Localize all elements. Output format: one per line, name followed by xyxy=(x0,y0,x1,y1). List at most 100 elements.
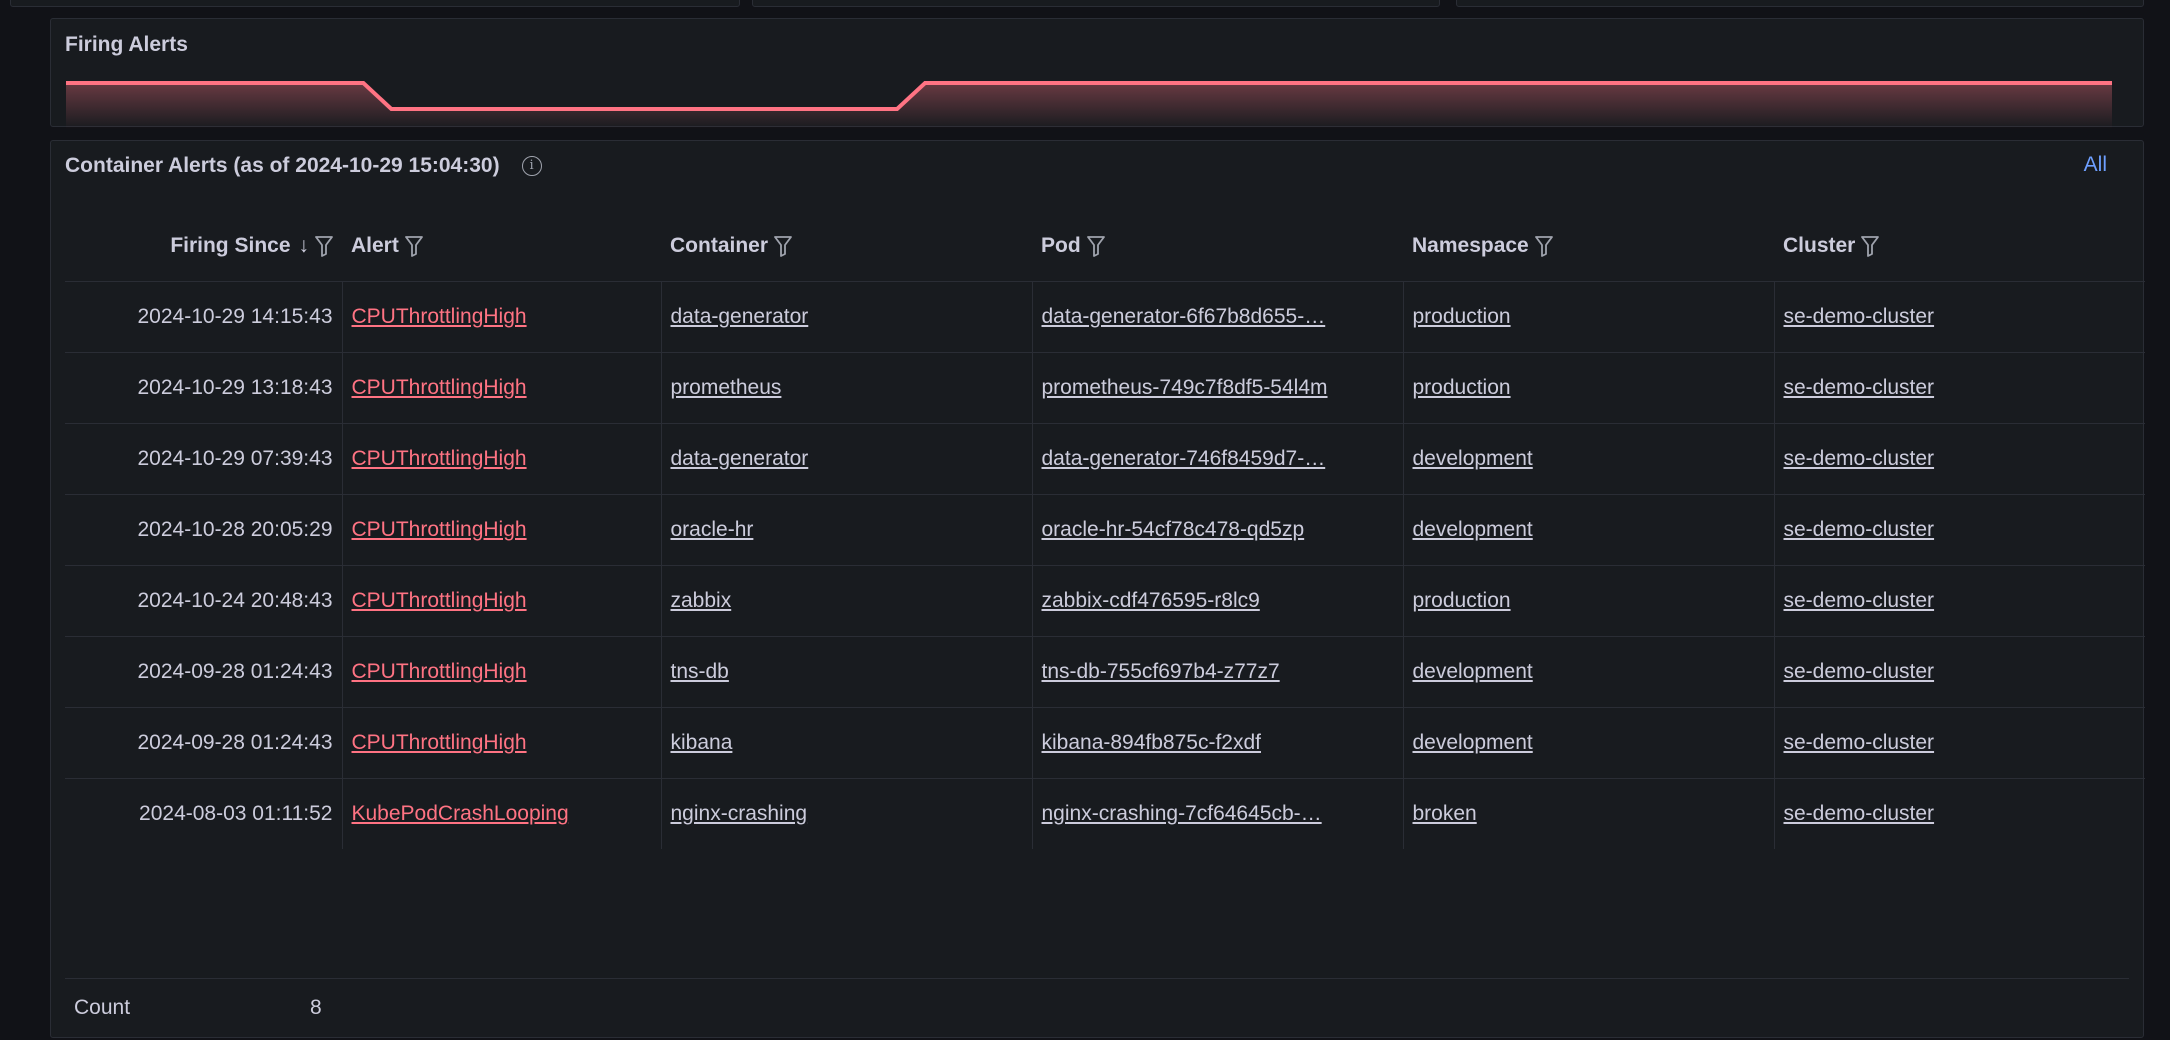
top-panel-3 xyxy=(1456,0,2144,7)
cell-container: data-generator xyxy=(660,423,1032,495)
pod-link[interactable]: prometheus-749c7f8df5-54l4m xyxy=(1041,376,1328,399)
alert-link[interactable]: CPUThrottlingHigh xyxy=(351,447,527,470)
namespace-link[interactable]: production xyxy=(1412,305,1511,328)
namespace-link[interactable]: development xyxy=(1412,660,1533,683)
container-link[interactable]: data-generator xyxy=(670,447,809,470)
container-link[interactable]: data-generator xyxy=(670,305,809,328)
pod-link[interactable]: data-generator-6f67b8d655-… xyxy=(1041,305,1326,328)
alert-link[interactable]: CPUThrottlingHigh xyxy=(351,518,527,541)
cell-container: tns-db xyxy=(660,636,1032,708)
firing-since: 2024-10-29 07:39:43 xyxy=(137,447,333,470)
cell-container: oracle-hr xyxy=(660,494,1032,566)
firing-since: 2024-10-29 13:18:43 xyxy=(137,376,333,399)
cell-since: 2024-09-28 01:24:43 xyxy=(65,636,342,708)
alert-link[interactable]: CPUThrottlingHigh xyxy=(351,589,527,612)
cell-since: 2024-08-03 01:11:52 xyxy=(65,779,342,850)
cluster-link[interactable]: se-demo-cluster xyxy=(1783,305,1935,328)
cell-pod: kibana-894fb875c-f2xdf xyxy=(1031,707,1403,779)
cluster-link[interactable]: se-demo-cluster xyxy=(1783,518,1935,541)
column-header-alert[interactable]: Alert xyxy=(342,211,661,282)
cell-alert: CPUThrottlingHigh xyxy=(341,281,661,353)
cell-pod: prometheus-749c7f8df5-54l4m xyxy=(1031,352,1403,424)
table-row: 2024-10-28 20:05:29 CPUThrottlingHigh orac… xyxy=(65,494,2145,566)
all-link[interactable]: All xyxy=(2083,153,2107,176)
cell-since: 2024-10-28 20:05:29 xyxy=(65,494,342,566)
cell-container: kibana xyxy=(660,707,1032,779)
column-header-namespace[interactable]: Namespace xyxy=(1403,211,1774,282)
cluster-link[interactable]: se-demo-cluster xyxy=(1783,447,1935,470)
namespace-link[interactable]: production xyxy=(1412,589,1511,612)
cell-cluster: se-demo-cluster xyxy=(1773,565,2145,637)
cell-alert: CPUThrottlingHigh xyxy=(341,352,661,424)
namespace-link[interactable]: development xyxy=(1412,447,1533,470)
cell-since: 2024-10-24 20:48:43 xyxy=(65,565,342,637)
sort-desc-icon[interactable]: ↓ xyxy=(298,234,310,257)
cell-alert: KubePodCrashLooping xyxy=(341,778,661,849)
cell-since: 2024-10-29 13:18:43 xyxy=(65,352,342,424)
cell-pod: tns-db-755cf697b4-z77z7 xyxy=(1031,636,1403,708)
info-icon[interactable]: i xyxy=(521,156,542,176)
table-row: 2024-10-24 20:48:43 CPUThrottlingHigh zabb… xyxy=(65,565,2145,637)
filter-icon[interactable] xyxy=(1861,235,1880,258)
cluster-link[interactable]: se-demo-cluster xyxy=(1783,660,1935,683)
pod-link[interactable]: oracle-hr-54cf78c478-qd5zp xyxy=(1041,518,1305,541)
top-panel-1 xyxy=(10,0,740,7)
column-header-pod[interactable]: Pod xyxy=(1032,211,1403,282)
container-link[interactable]: nginx-crashing xyxy=(670,802,808,825)
column-header-since[interactable]: Firing Since ↓ xyxy=(65,211,342,282)
container-link[interactable]: tns-db xyxy=(670,660,729,683)
filter-icon[interactable] xyxy=(1534,235,1553,258)
top-panel-2 xyxy=(752,0,1440,7)
column-label: Firing Since xyxy=(170,234,291,257)
cell-container: nginx-crashing xyxy=(660,778,1032,849)
firing-since: 2024-09-28 01:24:43 xyxy=(137,660,333,683)
cell-pod: zabbix-cdf476595-r8lc9 xyxy=(1031,565,1403,637)
cell-namespace: development xyxy=(1402,707,1774,779)
filter-icon[interactable] xyxy=(404,235,423,258)
alert-link[interactable]: CPUThrottlingHigh xyxy=(351,376,527,399)
container-link[interactable]: oracle-hr xyxy=(670,518,754,541)
cluster-link[interactable]: se-demo-cluster xyxy=(1783,589,1935,612)
cluster-link[interactable]: se-demo-cluster xyxy=(1783,802,1935,825)
firing-alerts-panel: Firing Alerts xyxy=(50,18,2144,129)
pod-link[interactable]: tns-db-755cf697b4-z77z7 xyxy=(1041,660,1280,683)
column-label: Container xyxy=(670,234,769,257)
cluster-link[interactable]: se-demo-cluster xyxy=(1783,731,1935,754)
filter-icon[interactable] xyxy=(774,235,792,258)
filter-icon[interactable] xyxy=(1086,235,1105,258)
container-link[interactable]: prometheus xyxy=(670,376,782,399)
cell-alert: CPUThrottlingHigh xyxy=(341,707,661,779)
cell-since: 2024-09-28 01:24:43 xyxy=(65,707,342,779)
container-link[interactable]: zabbix xyxy=(670,589,732,612)
cluster-link[interactable]: se-demo-cluster xyxy=(1783,376,1935,399)
cell-pod: data-generator-6f67b8d655-… xyxy=(1031,281,1403,353)
alert-link[interactable]: KubePodCrashLooping xyxy=(351,802,569,825)
namespace-link[interactable]: development xyxy=(1412,518,1533,541)
cell-alert: CPUThrottlingHigh xyxy=(341,565,661,637)
firing-since: 2024-09-28 01:24:43 xyxy=(137,731,333,754)
pod-link[interactable]: zabbix-cdf476595-r8lc9 xyxy=(1041,589,1260,612)
cell-namespace: broken xyxy=(1402,778,1774,849)
pod-link[interactable]: data-generator-746f8459d7-… xyxy=(1041,447,1326,470)
namespace-link[interactable]: production xyxy=(1412,376,1511,399)
alert-link[interactable]: CPUThrottlingHigh xyxy=(351,305,527,328)
table-row: 2024-09-28 01:24:43 CPUThrottlingHigh tns-… xyxy=(65,636,2145,708)
column-header-cluster[interactable]: Cluster xyxy=(1774,211,2145,282)
table-row: 2024-08-03 01:11:52 KubePodCrashLooping ng… xyxy=(65,778,2145,850)
cell-alert: CPUThrottlingHigh xyxy=(341,494,661,566)
column-header-container[interactable]: Container xyxy=(661,211,1032,282)
namespace-link[interactable]: broken xyxy=(1412,802,1477,825)
panel-title: Container Alerts (as of 2024-10-29 15:04… xyxy=(65,154,500,177)
pod-link[interactable]: nginx-crashing-7cf64645cb-… xyxy=(1041,802,1322,825)
panel-title: Firing Alerts xyxy=(65,33,188,56)
cell-cluster: se-demo-cluster xyxy=(1773,352,2145,424)
container-link[interactable]: kibana xyxy=(670,731,733,754)
namespace-link[interactable]: development xyxy=(1412,731,1533,754)
cell-container: prometheus xyxy=(660,352,1032,424)
cell-namespace: development xyxy=(1402,494,1774,566)
alert-link[interactable]: CPUThrottlingHigh xyxy=(351,731,527,754)
alert-link[interactable]: CPUThrottlingHigh xyxy=(351,660,527,683)
filter-icon[interactable] xyxy=(315,235,333,258)
container-alerts-panel: Container Alerts (as of 2024-10-29 15:04… xyxy=(50,140,2145,1038)
pod-link[interactable]: kibana-894fb875c-f2xdf xyxy=(1041,731,1262,754)
